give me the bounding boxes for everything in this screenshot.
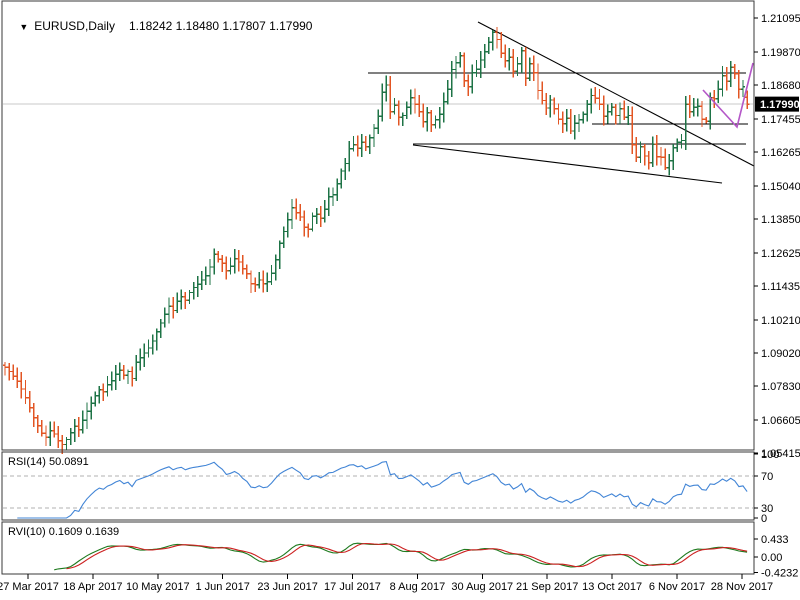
price-axis[interactable] — [754, 0, 800, 574]
price-axis-label: 1.13850 — [761, 214, 800, 226]
chart-title-bar: ▼ EURUSD,Daily 1.18242 1.18480 1.17807 1.1… — [6, 5, 312, 47]
date-label: 13 Oct 2017 — [582, 581, 642, 593]
trendline-descending-major[interactable] — [477, 21, 755, 167]
rvi-axis-label: -0.4232 — [761, 568, 798, 580]
date-label: 1 Jun 2017 — [195, 581, 249, 593]
price-axis-label: 1.12625 — [761, 248, 800, 260]
date-label: 23 Jun 2017 — [257, 581, 318, 593]
rvi-signal-line — [66, 542, 748, 570]
rvi-axis-label: 0.433 — [761, 534, 789, 546]
price-axis-label: 1.09020 — [761, 348, 800, 360]
current-price-value: 1.17990 — [760, 99, 800, 111]
main-panel-frame[interactable] — [1, 0, 755, 451]
date-label: 30 Aug 2017 — [451, 581, 513, 593]
rsi-axis-label: 70 — [761, 471, 773, 483]
rsi-panel-frame[interactable] — [1, 451, 755, 521]
current-price-flag — [755, 96, 799, 112]
date-label: 8 Aug 2017 — [390, 581, 446, 593]
price-axis-label: 1.16265 — [761, 147, 800, 159]
price-axis-label: 1.10210 — [761, 315, 800, 327]
date-label: 21 Sep 2017 — [516, 581, 578, 593]
panel-splitter-rvi[interactable] — [0, 518, 754, 523]
rvi-main-line — [54, 542, 748, 571]
price-axis-label: 1.15040 — [761, 181, 800, 193]
price-axis-label: 1.17455 — [761, 114, 800, 126]
rsi-indicator-label: RSI(14) 50.0891 — [8, 456, 89, 468]
rsi-axis-label: 100 — [761, 449, 779, 461]
price-axis-label: 1.05415 — [761, 448, 800, 460]
date-label: 6 Nov 2017 — [649, 581, 705, 593]
price-axis-label: 1.21095 — [761, 13, 800, 25]
rvi-axis-label: 0.00 — [761, 552, 782, 564]
panel-splitter-rsi[interactable] — [0, 448, 754, 453]
chart-ohlc-values: 1.18242 1.18480 1.17807 1.17990 — [128, 19, 313, 33]
rsi-line — [17, 460, 748, 519]
price-axis-label: 1.11435 — [761, 281, 800, 293]
symbol-dropdown-icon[interactable]: ▼ — [19, 22, 29, 32]
price-axis-label: 1.06605 — [761, 415, 800, 427]
price-axis-label: 1.18680 — [761, 80, 800, 92]
price-axis-label: 1.19870 — [761, 47, 800, 59]
price-axis-label: 1.07830 — [761, 381, 800, 393]
rvi-indicator-label: RVI(10) 0.1609 0.1639 — [8, 526, 120, 538]
date-label: 27 Mar 2017 — [0, 581, 59, 593]
trendline-descending-minor[interactable] — [412, 144, 723, 184]
check-arrow-icon[interactable] — [702, 62, 754, 129]
rvi-panel-frame[interactable] — [1, 521, 755, 575]
date-label: 17 Jul 2017 — [324, 581, 381, 593]
date-label: 28 Nov 2017 — [711, 581, 773, 593]
time-axis[interactable] — [0, 575, 754, 600]
date-label: 18 Apr 2017 — [63, 581, 122, 593]
rsi-axis-label: 30 — [761, 503, 773, 515]
rsi-axis-label: 0 — [761, 513, 767, 525]
date-label: 10 May 2017 — [126, 581, 190, 593]
chart-symbol-period: EURUSD,Daily — [34, 19, 115, 33]
